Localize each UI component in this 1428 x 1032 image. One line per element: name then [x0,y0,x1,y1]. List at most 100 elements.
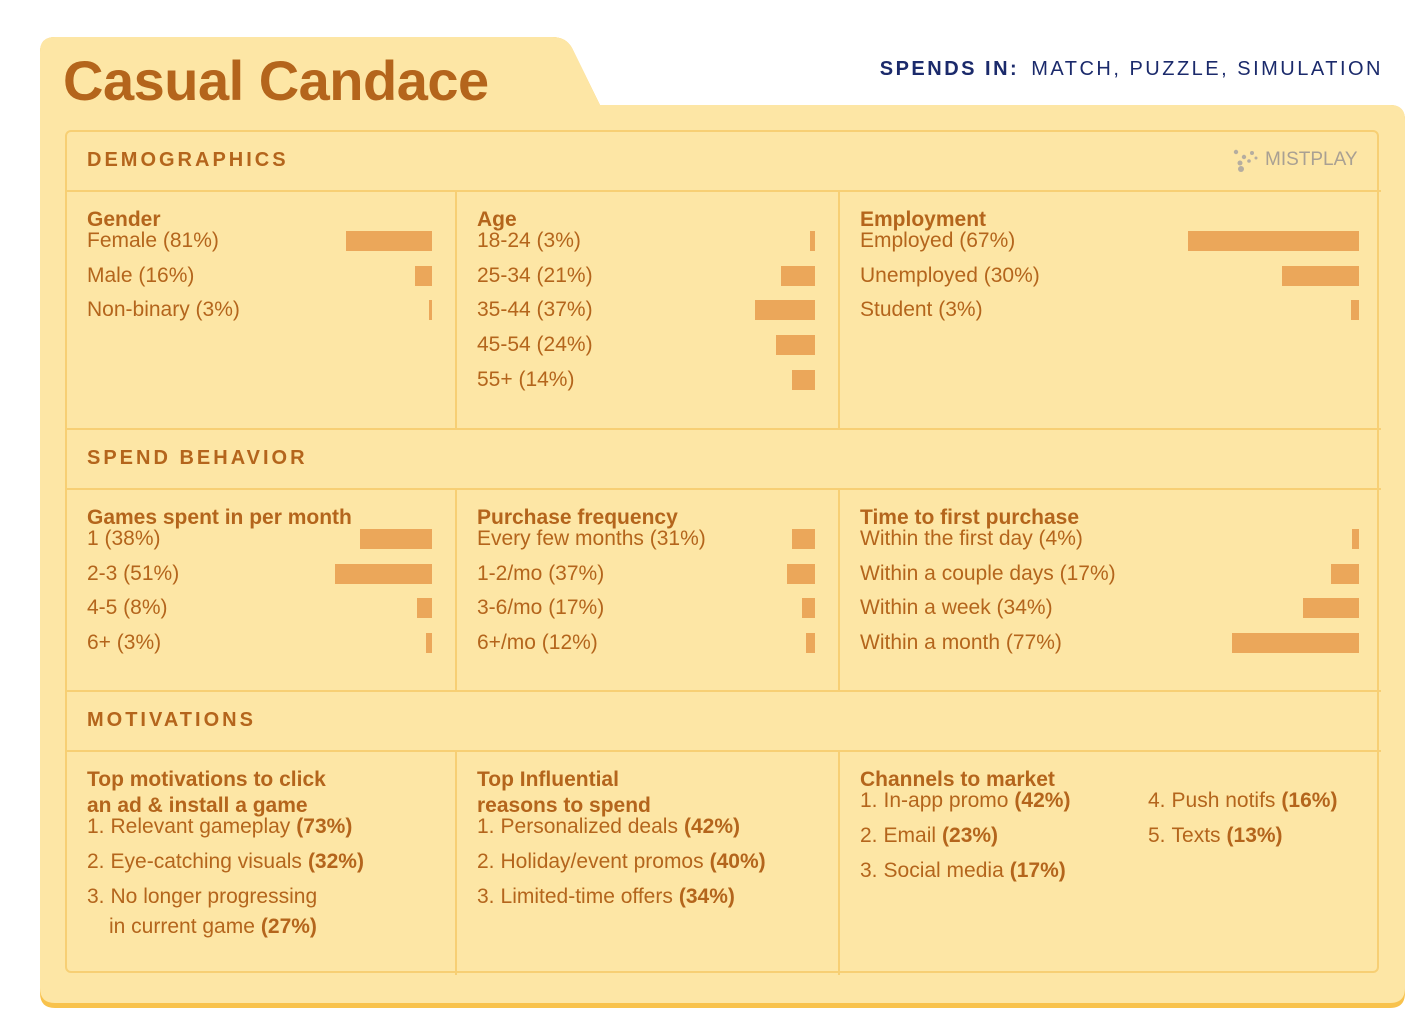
item-rank: 3. [860,859,878,882]
list-item: 5. Texts (13%) [1148,824,1283,848]
group-title: Age [477,208,517,231]
item-text: in current game [109,915,255,938]
bar [415,265,432,286]
item-label: Male (16%) [87,263,195,287]
item-text: No longer progressing [110,885,318,908]
item-label: Within a month (77%) [860,631,1062,655]
item-share: (27%) [260,915,317,938]
item-rank: 1. [87,815,105,838]
item-label: 55+ (14%) [477,367,575,391]
bar [426,633,432,654]
item-label: Within the first day (4%) [860,527,1083,550]
bar [802,598,815,619]
bar [416,598,432,619]
bar [776,335,815,356]
item-share: (23%) [942,824,999,847]
item-rank: 2. [860,824,878,847]
row-divider [65,488,1381,490]
item-label: Within a couple days (17%) [860,561,1116,585]
group-title: Gender [87,208,161,231]
list-item: 3. No longer progressing [87,885,317,909]
row-divider [65,190,1381,192]
item-label: Within a week (34%) [860,596,1053,620]
item-text: Personalized deals [500,815,678,838]
item-label: 18-24 (3%) [477,229,581,252]
bar [1330,563,1359,584]
item-label: 4-5 (8%) [87,596,168,620]
column-divider [455,190,457,428]
item-share: (42%) [1014,789,1071,812]
card-body [40,37,1405,1003]
row-divider [65,690,1381,692]
persona-title: Casual Candace [63,49,489,112]
group-title: Games spent in per month [87,506,352,529]
item-label: 1-2/mo (37%) [477,561,605,585]
bar [1352,529,1359,549]
group-title: Time to first purchase [860,506,1080,529]
bar [359,529,432,549]
spends-label: SPENDS IN: [879,58,1020,80]
list-item: 2. Eye-catching visuals (32%) [87,850,364,874]
item-rank: 1. [477,815,495,838]
item-label: Female (81%) [87,229,219,252]
column-divider [455,488,457,690]
column-divider [838,488,840,690]
group-title: Top Influential [477,768,619,791]
item-rank: 4. [1148,789,1166,812]
item-share: (16%) [1281,789,1338,812]
bar [1232,633,1359,654]
spends-in: SPENDS IN: MATCH, PUZZLE, SIMULATION [880,58,1383,81]
item-label: 45-54 (24%) [477,333,593,357]
item-share: (73%) [296,815,353,838]
item-label: 25-34 (21%) [477,263,593,287]
item-share: (42%) [683,815,740,838]
bar [428,300,432,321]
item-text: Social media [883,859,1004,882]
list-item: 1. Personalized deals (42%) [477,815,740,839]
content-panel [65,130,1379,973]
bar [1188,231,1359,251]
section-title: SPEND BEHAVIOR [87,447,308,469]
bar [1302,598,1359,619]
logo-text: MISTPLAY [1265,149,1358,170]
item-text: Push notifs [1171,789,1276,812]
group-title: reasons to spend [477,794,651,817]
item-share: (17%) [1009,859,1066,882]
section-title: MOTIVATIONS [87,709,256,731]
section-title: DEMOGRAPHICS [87,149,289,171]
item-share: (40%) [709,850,766,873]
item-rank: 3. [87,885,105,908]
column-divider [838,750,840,975]
item-rank: 1. [860,789,878,812]
item-text: Holiday/event promos [500,850,704,873]
bar [805,633,815,654]
item-label: 35-44 (37%) [477,298,593,322]
item-text: Relevant gameplay [110,815,291,838]
item-label: Unemployed (30%) [860,263,1040,287]
item-label: 6+/mo (12%) [477,631,598,655]
bar [335,563,432,584]
item-rank: 3. [477,885,495,908]
bar [780,265,815,286]
item-share: (13%) [1226,824,1283,847]
group-title: Purchase frequency [477,506,678,529]
list-item: 2. Email (23%) [860,824,998,848]
bar [755,300,815,321]
list-item: 4. Push notifs (16%) [1148,789,1337,813]
item-label: Every few months (31%) [477,527,706,550]
item-rank: 2. [477,850,495,873]
bar [1351,300,1359,321]
list-item: 1. In-app promo (42%) [860,789,1070,813]
bar [787,563,815,584]
item-share: (34%) [678,885,735,908]
item-rank: 2. [87,850,105,873]
list-item: 1. Relevant gameplay (73%) [87,815,352,839]
row-divider [65,750,1381,752]
group-title: Employment [860,208,987,231]
item-label: Employed (67%) [860,229,1016,252]
spends-value: MATCH, PUZZLE, SIMULATION [1031,58,1383,80]
item-label: Student (3%) [860,298,983,322]
